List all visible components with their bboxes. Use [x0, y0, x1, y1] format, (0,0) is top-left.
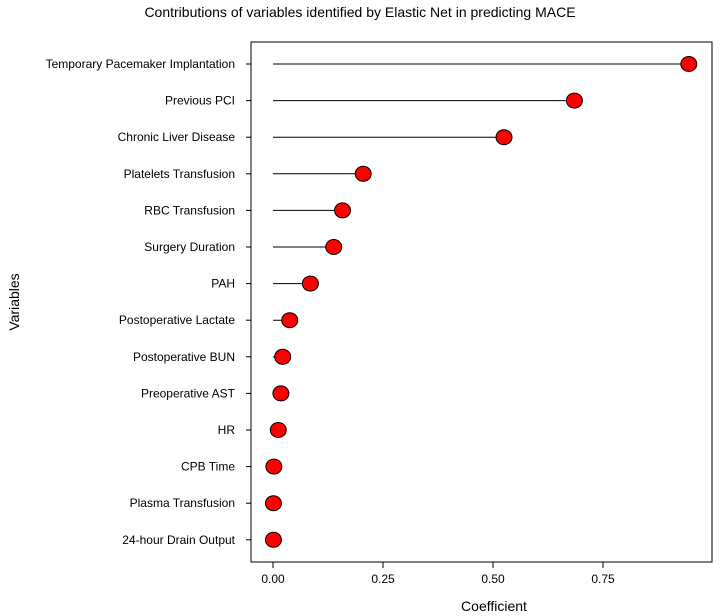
point-10	[269, 422, 287, 438]
category-label-13: 24-hour Drain Output	[122, 533, 235, 547]
point-5	[325, 239, 343, 255]
category-label-8: Postoperative BUN	[133, 350, 235, 364]
point-1	[565, 92, 583, 109]
point-2	[495, 129, 513, 146]
point-12	[264, 495, 282, 512]
category-label-1: Previous PCI	[165, 94, 235, 108]
point-0	[680, 56, 698, 72]
category-label-7: Postoperative Lactate	[119, 313, 235, 327]
chart-title: Contributions of variables identified by…	[144, 4, 575, 20]
point-8	[274, 348, 292, 365]
point-4	[334, 202, 352, 219]
point-11	[265, 458, 283, 475]
category-label-6: PAH	[211, 277, 235, 291]
x-tick-label-3: 0.75	[591, 572, 615, 586]
category-label-9: Preoperative AST	[141, 386, 236, 400]
point-13	[264, 531, 282, 548]
category-label-5: Surgery Duration	[144, 240, 235, 254]
category-label-4: RBC Transfusion	[144, 203, 235, 217]
x-axis-label: Coefficient	[461, 598, 527, 614]
category-label-11: CPB Time	[181, 460, 235, 474]
category-label-3: Platelets Transfusion	[124, 167, 235, 181]
category-label-10: HR	[218, 423, 236, 437]
category-label-0: Temporary Pacemaker Implantation	[46, 57, 235, 71]
x-tick-label-2: 0.50	[481, 572, 505, 586]
point-7	[281, 312, 299, 329]
x-tick-label-1: 0.25	[371, 572, 395, 586]
x-axis: 0.00 0.25 0.50 0.75	[261, 562, 615, 586]
category-labels: Temporary Pacemaker Implantation Previous…	[46, 57, 251, 547]
point-3	[354, 165, 372, 182]
point-6	[301, 275, 319, 292]
plot-frame	[250, 41, 713, 563]
y-axis-label: Variables	[6, 273, 22, 330]
category-label-12: Plasma Transfusion	[130, 496, 235, 510]
category-label-2: Chronic Liver Disease	[118, 130, 236, 144]
point-9	[272, 385, 290, 402]
chart-marks	[264, 56, 698, 548]
x-tick-label-0: 0.00	[261, 572, 285, 586]
